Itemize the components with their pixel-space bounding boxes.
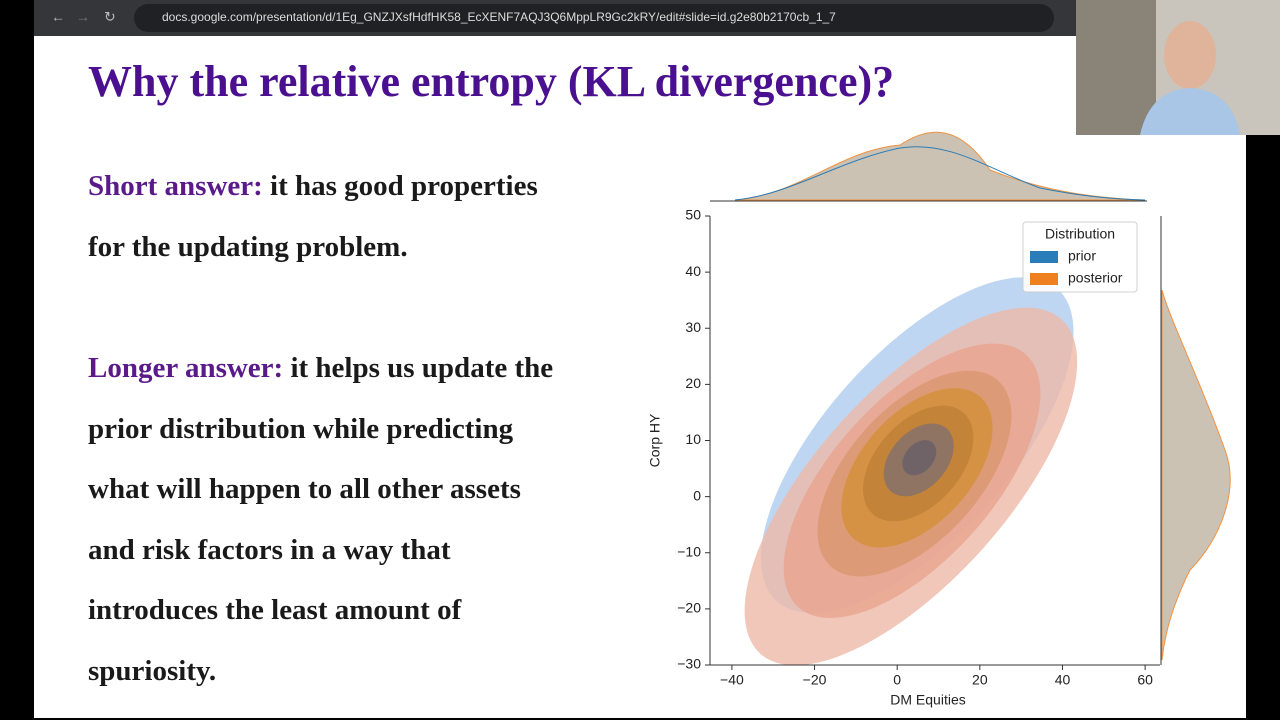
- webcam-background: [1076, 0, 1156, 135]
- answer-text: it helps us update the: [290, 352, 554, 384]
- x-tick-label: −20: [803, 672, 827, 688]
- x-tick-label: 0: [893, 672, 901, 688]
- y-tick-label: −10: [677, 543, 701, 559]
- top-marginal-prior: [734, 146, 1146, 201]
- answer-text: prior distribution while predicting: [88, 412, 514, 445]
- y-tick-label: −20: [677, 600, 701, 616]
- answer-line: prior distribution while predicting: [88, 414, 513, 444]
- x-tick-label: 20: [972, 672, 988, 688]
- answer-text: spuriosity.: [88, 654, 217, 687]
- legend-title: Distribution: [1045, 226, 1115, 242]
- answer-line: and risk factors in a way that: [88, 535, 451, 565]
- prior-core: [902, 440, 937, 476]
- y-tick-label: 20: [685, 375, 701, 391]
- answer-line: Short answer: it has good properties: [88, 171, 538, 201]
- legend-swatch: [1030, 251, 1058, 263]
- legend-swatch: [1030, 273, 1058, 285]
- answer-label: Longer answer:: [88, 352, 284, 384]
- reload-button[interactable]: ↻: [104, 9, 116, 25]
- address-bar[interactable]: [134, 4, 1054, 32]
- legend-label: posterior: [1068, 270, 1123, 286]
- x-axis-label: DM Equities: [890, 692, 965, 708]
- y-tick-label: 40: [685, 263, 701, 279]
- y-tick-label: 0: [693, 487, 701, 503]
- y-tick-label: −30: [677, 656, 701, 672]
- answer-line: what will happen to all other assets: [88, 474, 521, 504]
- answer-label: Short answer:: [88, 170, 263, 202]
- x-tick-label: 40: [1055, 672, 1071, 688]
- x-tick-label: −40: [720, 672, 744, 688]
- answer-text: and risk factors in a way that: [88, 533, 451, 566]
- plot: −40 −20 0 20 40 60 −30 −20 −10 0 10 20 30 40 50 DM Equi…: [647, 207, 1160, 708]
- slide-title: Why the relative entropy (KL divergence)…: [88, 57, 895, 106]
- url[interactable]: docs.google.com/presentation/d/1Eg_GNZJX…: [162, 10, 836, 24]
- answer-line: for the updating problem.: [88, 232, 408, 262]
- forward-button[interactable]: →: [76, 9, 90, 25]
- answer-line: introduces the least amount of: [88, 595, 461, 625]
- y-tick-label: 50: [685, 207, 701, 223]
- x-tick-label: 60: [1137, 672, 1153, 688]
- answer-text: what will happen to all other assets: [88, 473, 521, 505]
- webcam-face: [1164, 21, 1216, 89]
- top-marginal: [734, 131, 1146, 201]
- answer-line: spuriosity.: [88, 656, 216, 686]
- answer-text: for the updating problem.: [88, 230, 408, 263]
- legend-label: prior: [1068, 248, 1096, 264]
- answer-text: it has good properties: [270, 170, 538, 202]
- y-axis-label: Corp HY: [647, 413, 663, 467]
- answer-text: introduces the least amount of: [88, 594, 462, 626]
- answer-line: Longer answer: it helps us update the: [88, 353, 553, 383]
- y-tick-label: 30: [685, 319, 701, 335]
- webcam-shirt: [1140, 88, 1240, 135]
- right-marginal: [1161, 289, 1231, 661]
- back-button[interactable]: ←: [51, 9, 65, 25]
- y-tick-label: 10: [685, 431, 701, 447]
- kde-contours: [744, 277, 1078, 666]
